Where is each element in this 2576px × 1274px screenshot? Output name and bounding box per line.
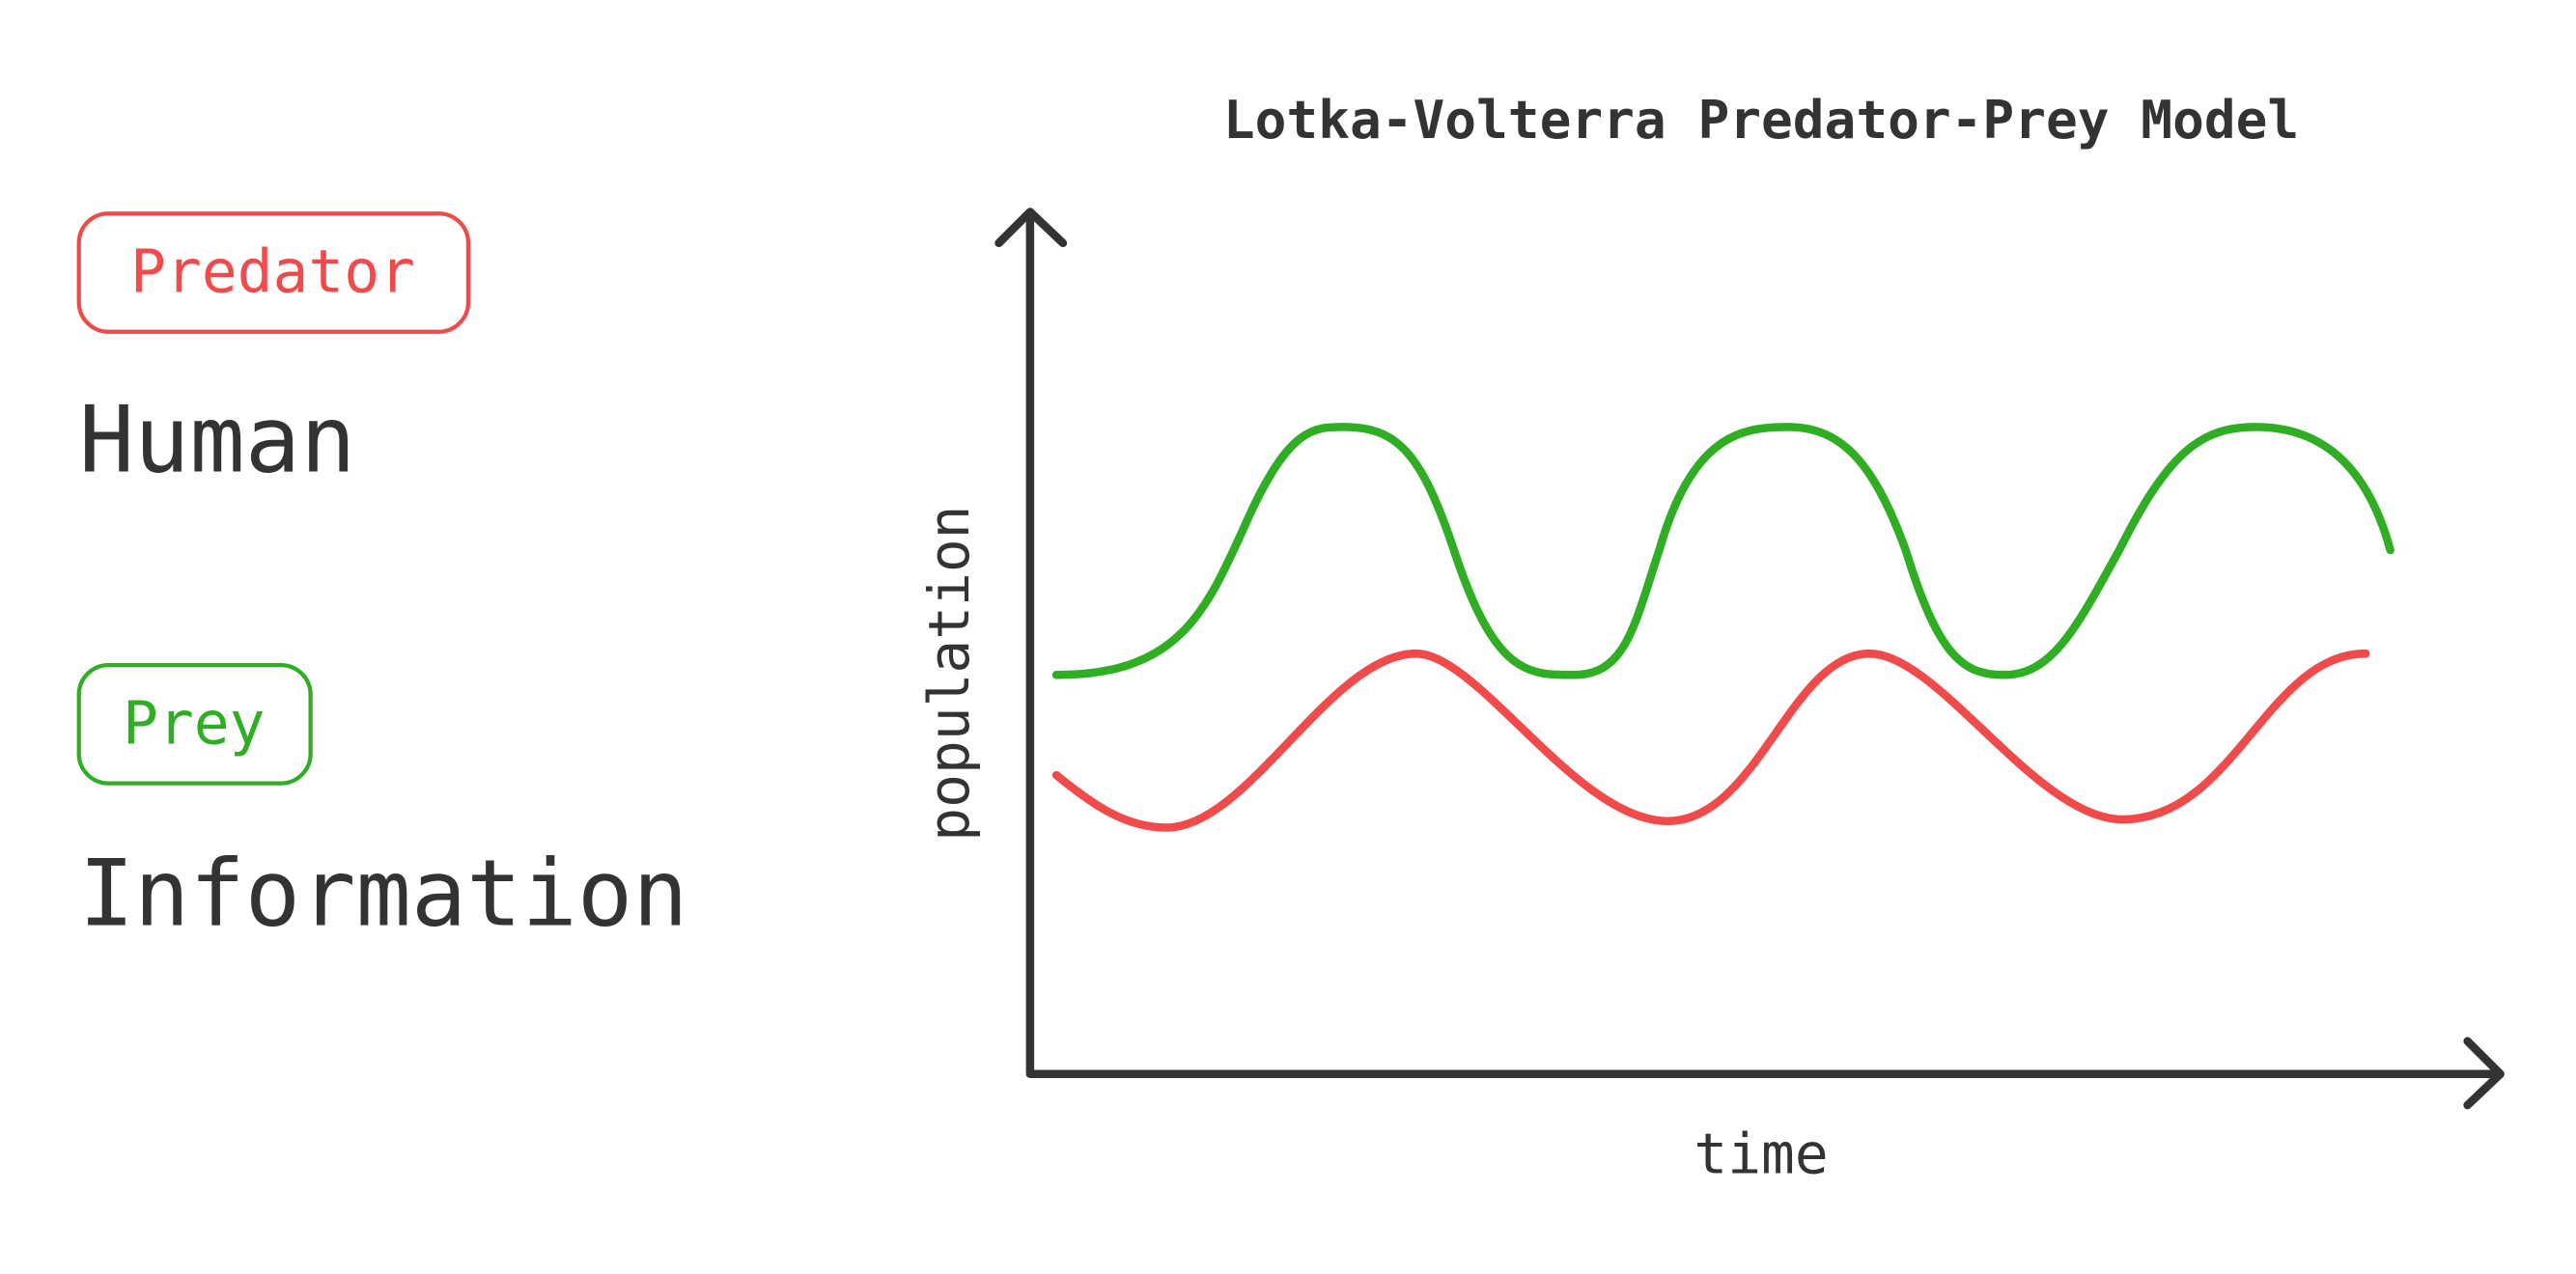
predator-tag-box bbox=[76, 211, 471, 334]
y-arrowhead bbox=[994, 208, 1068, 248]
prey-label: Information bbox=[79, 841, 688, 947]
prey-tag-box bbox=[76, 662, 313, 786]
prey-tag: Prey bbox=[123, 689, 266, 758]
predator-label: Human bbox=[79, 388, 356, 494]
axes bbox=[994, 208, 2505, 1110]
predator-curve bbox=[1051, 649, 2370, 832]
prey-curve bbox=[1051, 423, 2394, 679]
axis-lines bbox=[1025, 210, 2502, 1079]
y-axis-label: population bbox=[916, 506, 982, 842]
predator-tag: Predator bbox=[130, 237, 415, 306]
x-arrowhead bbox=[2463, 1037, 2505, 1110]
diagram-title: Lotka-Volterra Predator-Prey Model bbox=[1223, 89, 2299, 151]
x-axis-label: time bbox=[1694, 1122, 1828, 1187]
